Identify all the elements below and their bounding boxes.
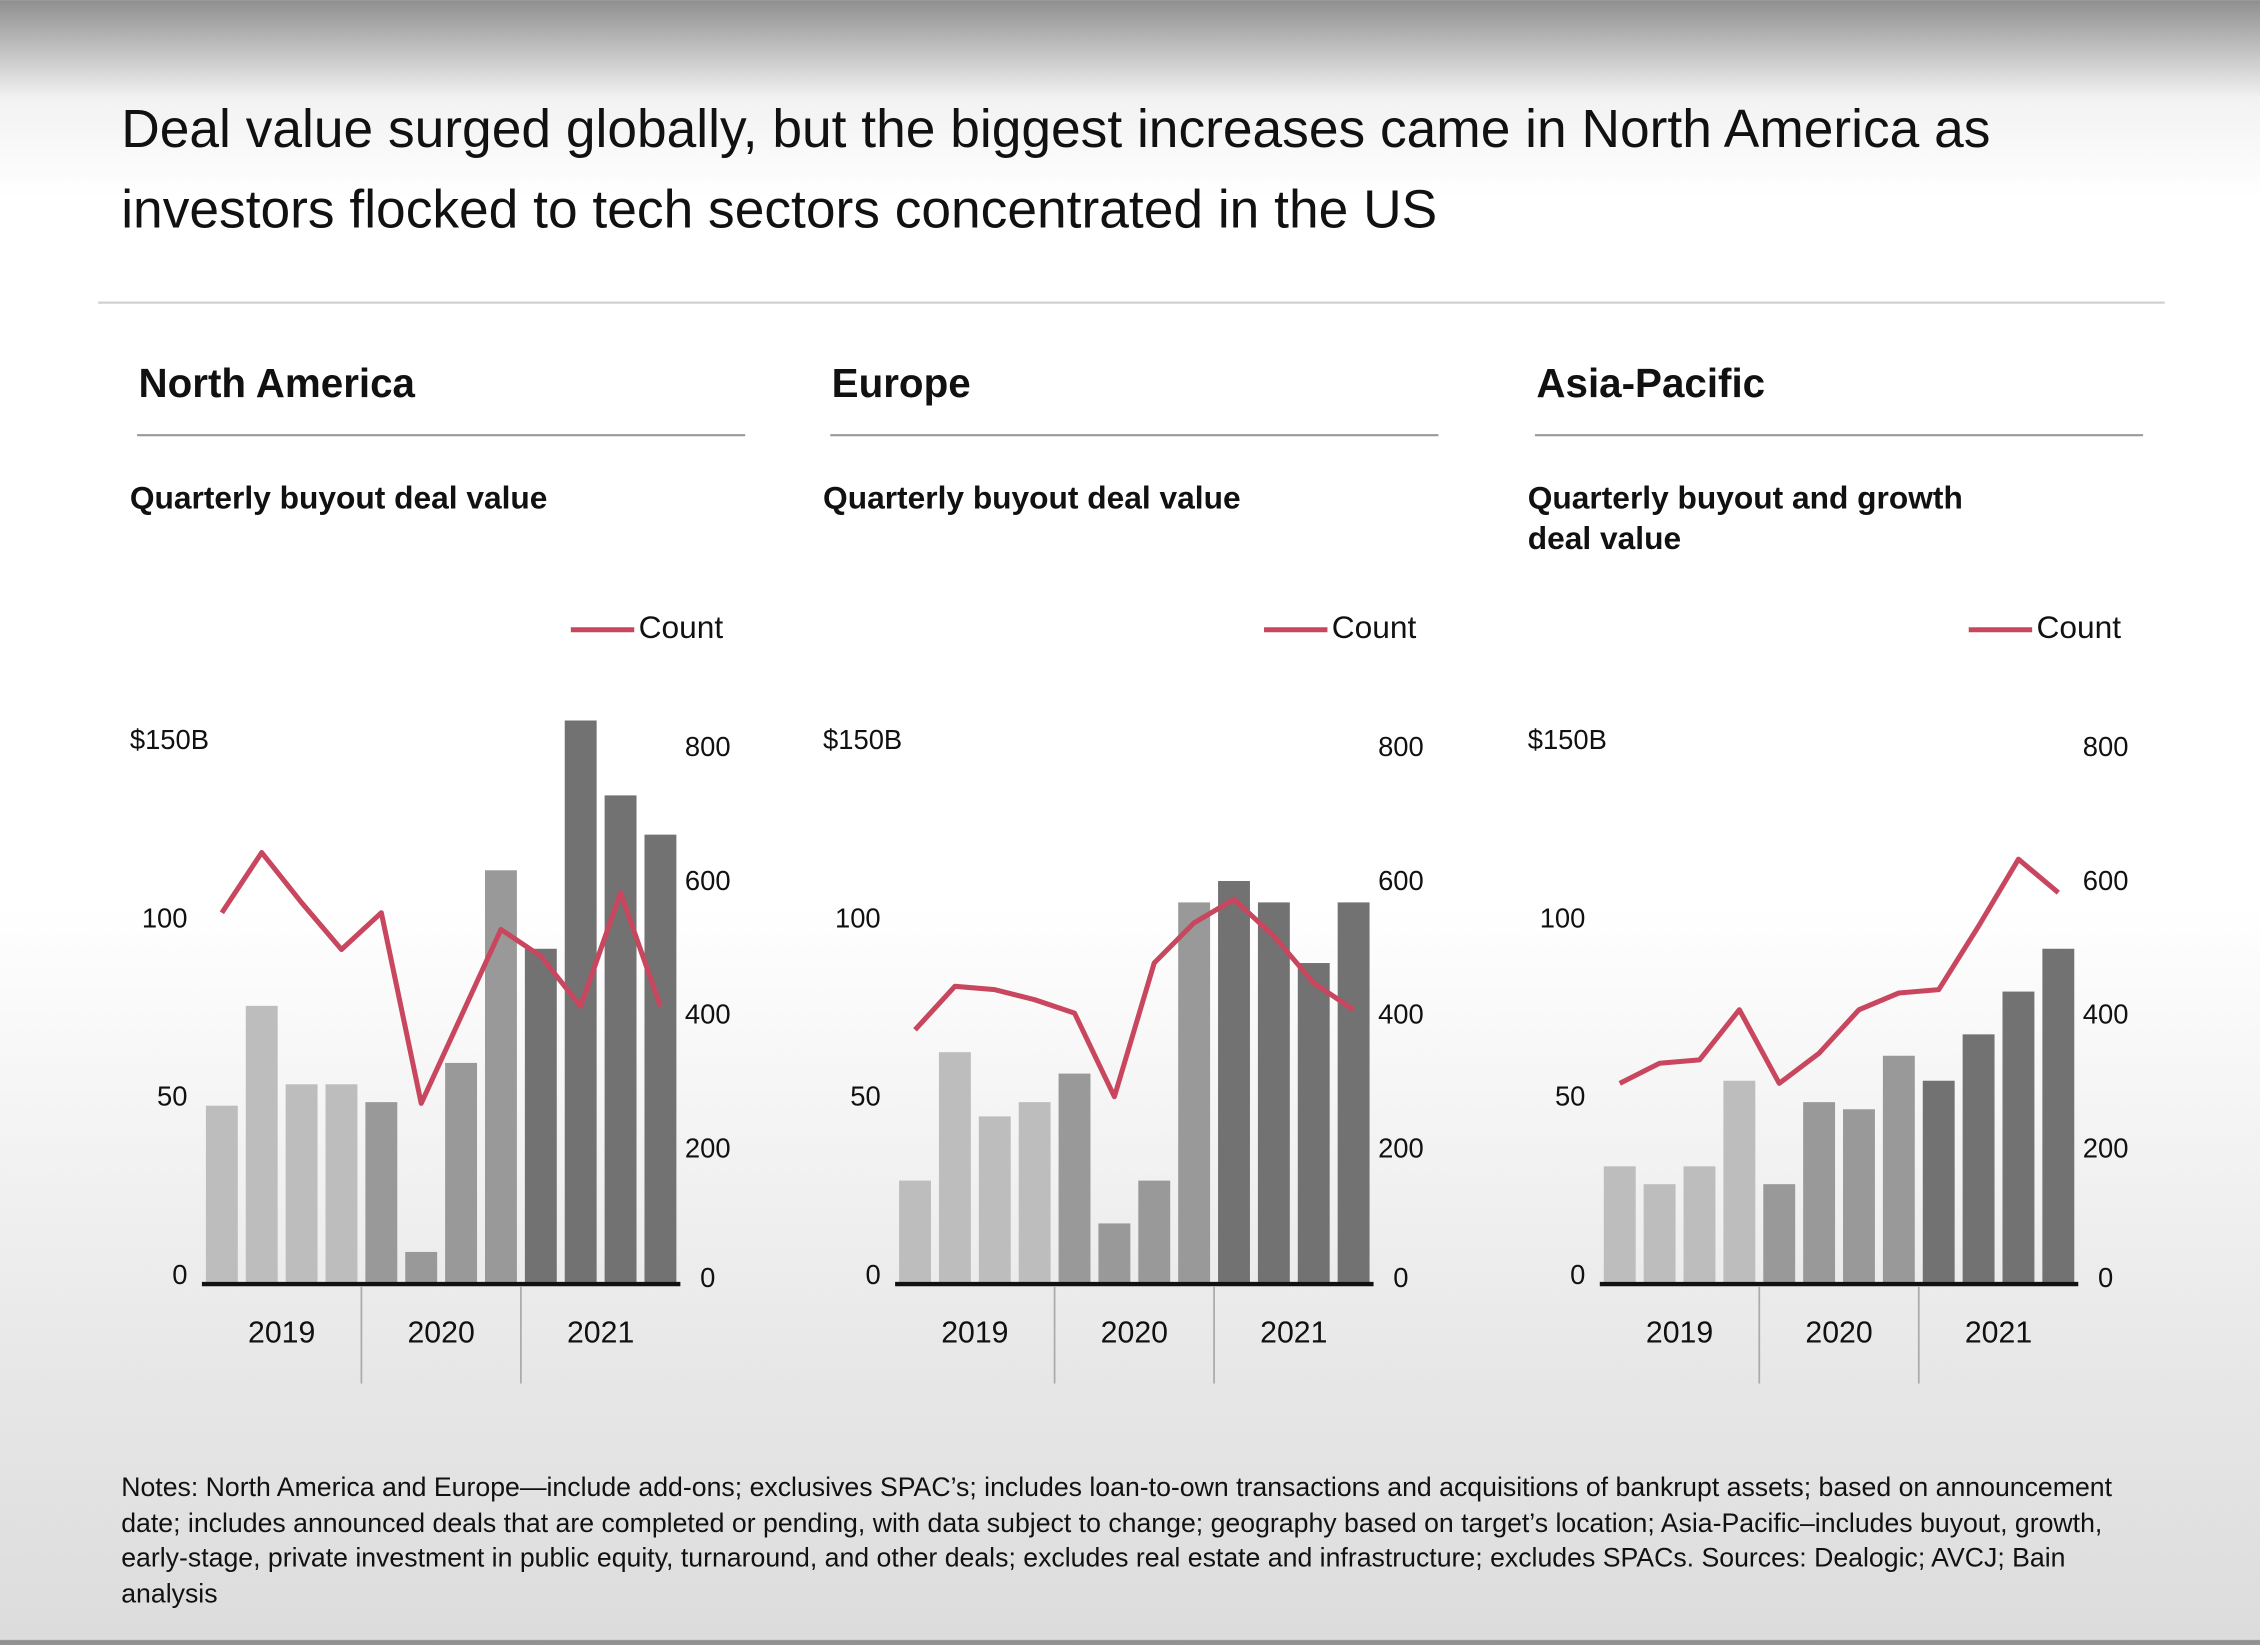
count-line bbox=[219, 849, 663, 1106]
bar bbox=[1643, 1184, 1676, 1285]
y-tick-label: 0 bbox=[1570, 1259, 1585, 1290]
y-tick-label: $150B bbox=[130, 724, 209, 755]
y-tick-label: $150B bbox=[1528, 724, 1607, 755]
year-label: 2019 bbox=[941, 1316, 1008, 1349]
bar bbox=[1058, 1073, 1091, 1285]
bar bbox=[285, 1084, 318, 1285]
bar bbox=[604, 795, 637, 1285]
bar bbox=[1922, 1080, 1955, 1285]
slide-title: Deal value surged globally, but the bigg… bbox=[121, 99, 1991, 240]
bar bbox=[938, 1052, 971, 1285]
bar bbox=[1337, 902, 1370, 1285]
bar bbox=[1018, 1102, 1051, 1285]
bar bbox=[1723, 1080, 1756, 1285]
count-line bbox=[913, 896, 1356, 1100]
chart-subtitle: Quarterly buyout and growth deal value bbox=[1527, 479, 1963, 557]
bar bbox=[1603, 1166, 1636, 1285]
y-tick-label: $150B bbox=[823, 724, 902, 755]
chart-title: Asia-Pacific bbox=[1536, 360, 1765, 406]
y2-tick-label: 400 bbox=[1378, 999, 1424, 1030]
y2-tick-label: 0 bbox=[1393, 1262, 1408, 1293]
y-tick-label: 0 bbox=[172, 1259, 187, 1290]
bar bbox=[1843, 1109, 1875, 1285]
year-label: 2020 bbox=[1101, 1316, 1168, 1349]
bar bbox=[1098, 1223, 1131, 1285]
chart-subtitle: Quarterly buyout deal value bbox=[129, 479, 548, 516]
y2-tick-label: 400 bbox=[2083, 999, 2129, 1030]
y-tick-label: 50 bbox=[1555, 1081, 1585, 1112]
y2-tick-label: 600 bbox=[1378, 865, 1424, 896]
subtitle-box: Quarterly buyout deal value bbox=[129, 479, 548, 516]
bar bbox=[1803, 1102, 1836, 1285]
year-label: 2019 bbox=[1646, 1316, 1713, 1349]
y2-tick-label: 0 bbox=[700, 1262, 715, 1293]
bar bbox=[325, 1084, 358, 1285]
y2-tick-label: 800 bbox=[2083, 731, 2129, 762]
y2-tick-label: 800 bbox=[1378, 731, 1424, 762]
y-tick-label: 100 bbox=[142, 902, 188, 933]
chart: Europe Quarterly buyout deal value 0 50 100 $… bbox=[823, 360, 1439, 1384]
notes: Notes: North America and Europe—include … bbox=[121, 1471, 2113, 1608]
bar bbox=[205, 1105, 238, 1285]
chart-subtitle: Quarterly buyout deal value bbox=[823, 479, 1241, 516]
bar bbox=[1683, 1166, 1716, 1285]
bar bbox=[405, 1251, 438, 1285]
y2-tick-label: 0 bbox=[2098, 1262, 2113, 1293]
y2-tick-label: 200 bbox=[1378, 1132, 1424, 1163]
year-label: 2021 bbox=[567, 1316, 634, 1349]
bar bbox=[1218, 880, 1250, 1285]
chart-title: North America bbox=[139, 360, 416, 406]
bar bbox=[1138, 1180, 1171, 1285]
year-label: 2020 bbox=[1805, 1316, 1872, 1349]
bar bbox=[978, 1116, 1011, 1285]
legend-label: Count bbox=[639, 609, 724, 645]
y-tick-label: 100 bbox=[1540, 902, 1586, 933]
y-tick-label: 50 bbox=[850, 1081, 880, 1112]
bar bbox=[245, 1005, 278, 1285]
bar bbox=[644, 834, 677, 1285]
year-label: 2021 bbox=[1260, 1316, 1327, 1349]
y2-tick-label: 200 bbox=[2083, 1132, 2129, 1163]
y2-tick-label: 400 bbox=[685, 999, 731, 1030]
bar bbox=[2042, 948, 2075, 1285]
bar bbox=[1257, 902, 1290, 1285]
subtitle-box: Quarterly buyout and growth deal value bbox=[1527, 479, 1963, 557]
year-label: 2021 bbox=[1965, 1316, 2032, 1349]
year-label: 2019 bbox=[248, 1316, 315, 1349]
title-box: Deal value surged globally, but the bigg… bbox=[121, 99, 1991, 240]
bar bbox=[1297, 963, 1330, 1285]
subtitle-box: Quarterly buyout deal value bbox=[823, 479, 1241, 516]
y2-tick-label: 600 bbox=[685, 865, 731, 896]
bar bbox=[2002, 991, 2035, 1285]
bar bbox=[899, 1180, 931, 1285]
bar bbox=[1178, 902, 1211, 1285]
bar bbox=[1882, 1055, 1915, 1285]
bar bbox=[445, 1062, 478, 1285]
year-label: 2020 bbox=[407, 1316, 474, 1349]
count-line bbox=[1618, 856, 2060, 1086]
legend-label: Count bbox=[2036, 609, 2121, 645]
legend-label: Count bbox=[1332, 609, 1417, 645]
chart-title: Europe bbox=[832, 360, 971, 406]
y2-tick-label: 200 bbox=[685, 1132, 731, 1163]
y-tick-label: 50 bbox=[157, 1081, 187, 1112]
bar bbox=[1763, 1184, 1796, 1285]
y2-tick-label: 800 bbox=[685, 731, 731, 762]
chart: North America Quarterly buyout deal value… bbox=[129, 360, 746, 1384]
bar bbox=[365, 1102, 398, 1285]
y2-tick-label: 600 bbox=[2083, 865, 2129, 896]
chart: Asia-Pacific Quarterly buyout and growth … bbox=[1527, 360, 2144, 1384]
y-tick-label: 100 bbox=[835, 902, 881, 933]
notes-box: Notes: North America and Europe—include … bbox=[121, 1471, 2113, 1608]
bar bbox=[1962, 1034, 1995, 1285]
bar bbox=[524, 948, 557, 1285]
y-tick-label: 0 bbox=[865, 1259, 880, 1290]
